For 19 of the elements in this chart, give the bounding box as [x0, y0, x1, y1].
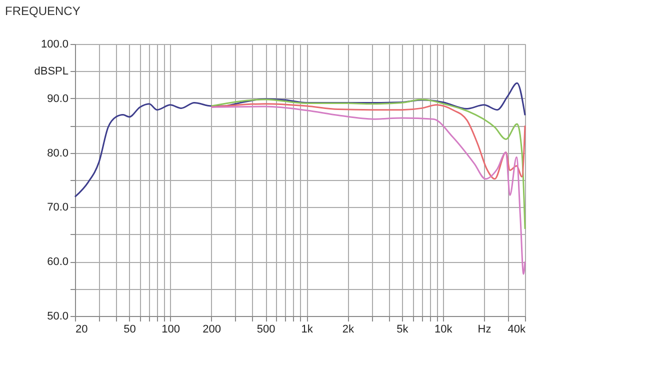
x-tick-label: 5k — [396, 324, 409, 336]
y-tick-label: 50.0 — [47, 310, 68, 322]
y-tick-label: 70.0 — [47, 202, 68, 214]
x-tick-label: 20 — [76, 324, 88, 336]
chart-title: FREQUENCY — [5, 4, 80, 18]
x-tick-label: 200 — [202, 324, 221, 336]
x-tick-label: 100 — [162, 324, 180, 336]
x-tick-label: 1k — [301, 324, 314, 336]
y-tick-label: 60.0 — [47, 256, 68, 268]
x-tick-label: 50 — [124, 324, 136, 336]
x-tick-label: Hz — [478, 324, 492, 336]
x-tick-label: 500 — [256, 324, 276, 336]
x-tick-label: 2k — [342, 324, 354, 336]
y-tick-label: 90.0 — [47, 92, 68, 105]
y-tick-label: 80.0 — [47, 147, 68, 160]
x-tick-label: 10k — [434, 324, 453, 336]
y-tick-label: 100.0 — [40, 38, 68, 50]
y-tick-label: dBSPL — [34, 66, 68, 78]
x-tick-label: 40k — [508, 324, 526, 336]
